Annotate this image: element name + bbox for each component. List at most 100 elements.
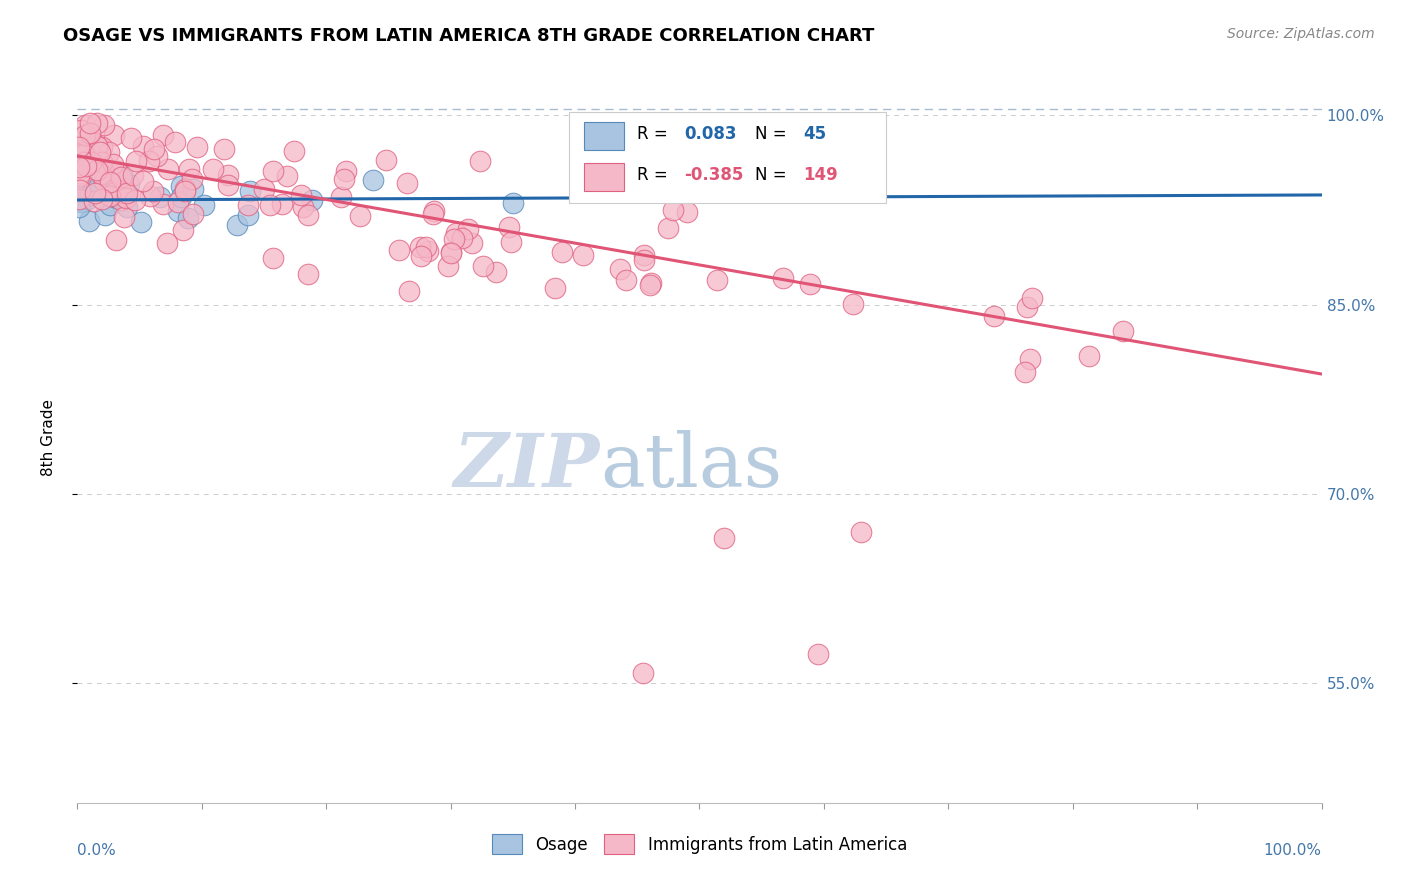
Point xyxy=(75,160,97,174)
Legend: Osage, Immigrants from Latin America: Osage, Immigrants from Latin America xyxy=(485,828,914,860)
Point xyxy=(238,197,260,211)
Point xyxy=(675,204,697,219)
Text: R =: R = xyxy=(637,125,673,143)
Point xyxy=(633,253,655,268)
Point xyxy=(101,157,124,171)
Point xyxy=(472,259,495,273)
Point xyxy=(103,128,125,142)
Point xyxy=(173,185,195,199)
Point xyxy=(460,235,482,250)
Point xyxy=(112,182,135,196)
Point xyxy=(67,169,90,183)
Point xyxy=(105,163,128,178)
Text: atlas: atlas xyxy=(600,430,782,503)
Point xyxy=(70,130,93,145)
Point xyxy=(139,188,162,202)
Point xyxy=(156,161,179,176)
Point xyxy=(122,168,145,182)
Bar xyxy=(583,163,624,191)
Point xyxy=(262,164,284,178)
Point xyxy=(89,145,111,159)
Point xyxy=(398,284,420,298)
Point xyxy=(69,194,91,209)
Point xyxy=(67,167,90,181)
Point xyxy=(131,139,153,153)
Point xyxy=(657,221,679,235)
Point xyxy=(375,153,398,168)
Text: OSAGE VS IMMIGRANTS FROM LATIN AMERICA 8TH GRADE CORRELATION CHART: OSAGE VS IMMIGRANTS FROM LATIN AMERICA 8… xyxy=(63,27,875,45)
Point xyxy=(799,277,821,292)
Point xyxy=(69,183,91,197)
Point xyxy=(93,118,115,132)
Point xyxy=(170,190,193,204)
Point xyxy=(172,222,194,236)
Point xyxy=(97,145,120,160)
Point xyxy=(94,208,117,222)
Point xyxy=(283,144,305,158)
Text: N =: N = xyxy=(755,166,793,184)
Point xyxy=(86,139,108,153)
Point xyxy=(440,246,463,260)
Point xyxy=(91,154,114,169)
Point xyxy=(132,174,155,188)
Point xyxy=(225,218,247,232)
Point xyxy=(276,169,298,183)
Point xyxy=(93,164,115,178)
Point xyxy=(297,208,319,222)
Point xyxy=(262,251,284,265)
Point xyxy=(443,232,465,246)
Text: 0.083: 0.083 xyxy=(685,125,737,143)
Point xyxy=(73,147,96,161)
Point xyxy=(1078,349,1101,363)
Point xyxy=(239,185,262,199)
Bar xyxy=(583,122,624,150)
Point xyxy=(498,220,520,235)
Text: 0.0%: 0.0% xyxy=(77,843,117,858)
Point xyxy=(73,194,96,209)
Point xyxy=(1021,291,1043,305)
Point xyxy=(451,231,474,245)
Point xyxy=(706,273,728,287)
Point xyxy=(146,149,169,163)
Point xyxy=(330,190,353,204)
Point xyxy=(108,184,131,198)
Point xyxy=(156,236,179,251)
Point xyxy=(125,153,148,168)
Point xyxy=(173,182,195,196)
Point xyxy=(105,233,128,247)
Point xyxy=(170,178,193,193)
Point xyxy=(616,172,638,186)
Point xyxy=(90,192,112,206)
Point xyxy=(361,172,384,186)
Text: 100.0%: 100.0% xyxy=(1264,843,1322,858)
Point xyxy=(333,172,356,186)
Point xyxy=(614,272,637,286)
Point xyxy=(110,193,132,207)
Point xyxy=(80,155,103,169)
Point xyxy=(83,186,105,200)
Point xyxy=(142,142,165,156)
Point xyxy=(212,142,235,156)
Point xyxy=(1019,352,1042,367)
Point xyxy=(851,524,873,539)
Point xyxy=(659,151,682,165)
Point xyxy=(713,531,735,545)
Point xyxy=(181,182,204,196)
Point xyxy=(91,140,114,154)
Point xyxy=(181,207,204,221)
Point xyxy=(110,186,132,200)
Point xyxy=(470,153,492,168)
Point xyxy=(349,209,371,223)
Text: N =: N = xyxy=(755,125,793,143)
Point xyxy=(115,191,138,205)
Point xyxy=(657,155,679,169)
Y-axis label: 8th Grade: 8th Grade xyxy=(42,399,56,475)
Point xyxy=(82,136,104,150)
Point xyxy=(572,248,595,262)
Point xyxy=(86,182,108,196)
Point xyxy=(77,158,100,172)
Point xyxy=(72,161,94,176)
Text: Source: ZipAtlas.com: Source: ZipAtlas.com xyxy=(1227,27,1375,41)
Point xyxy=(67,192,90,206)
Point xyxy=(79,187,101,202)
